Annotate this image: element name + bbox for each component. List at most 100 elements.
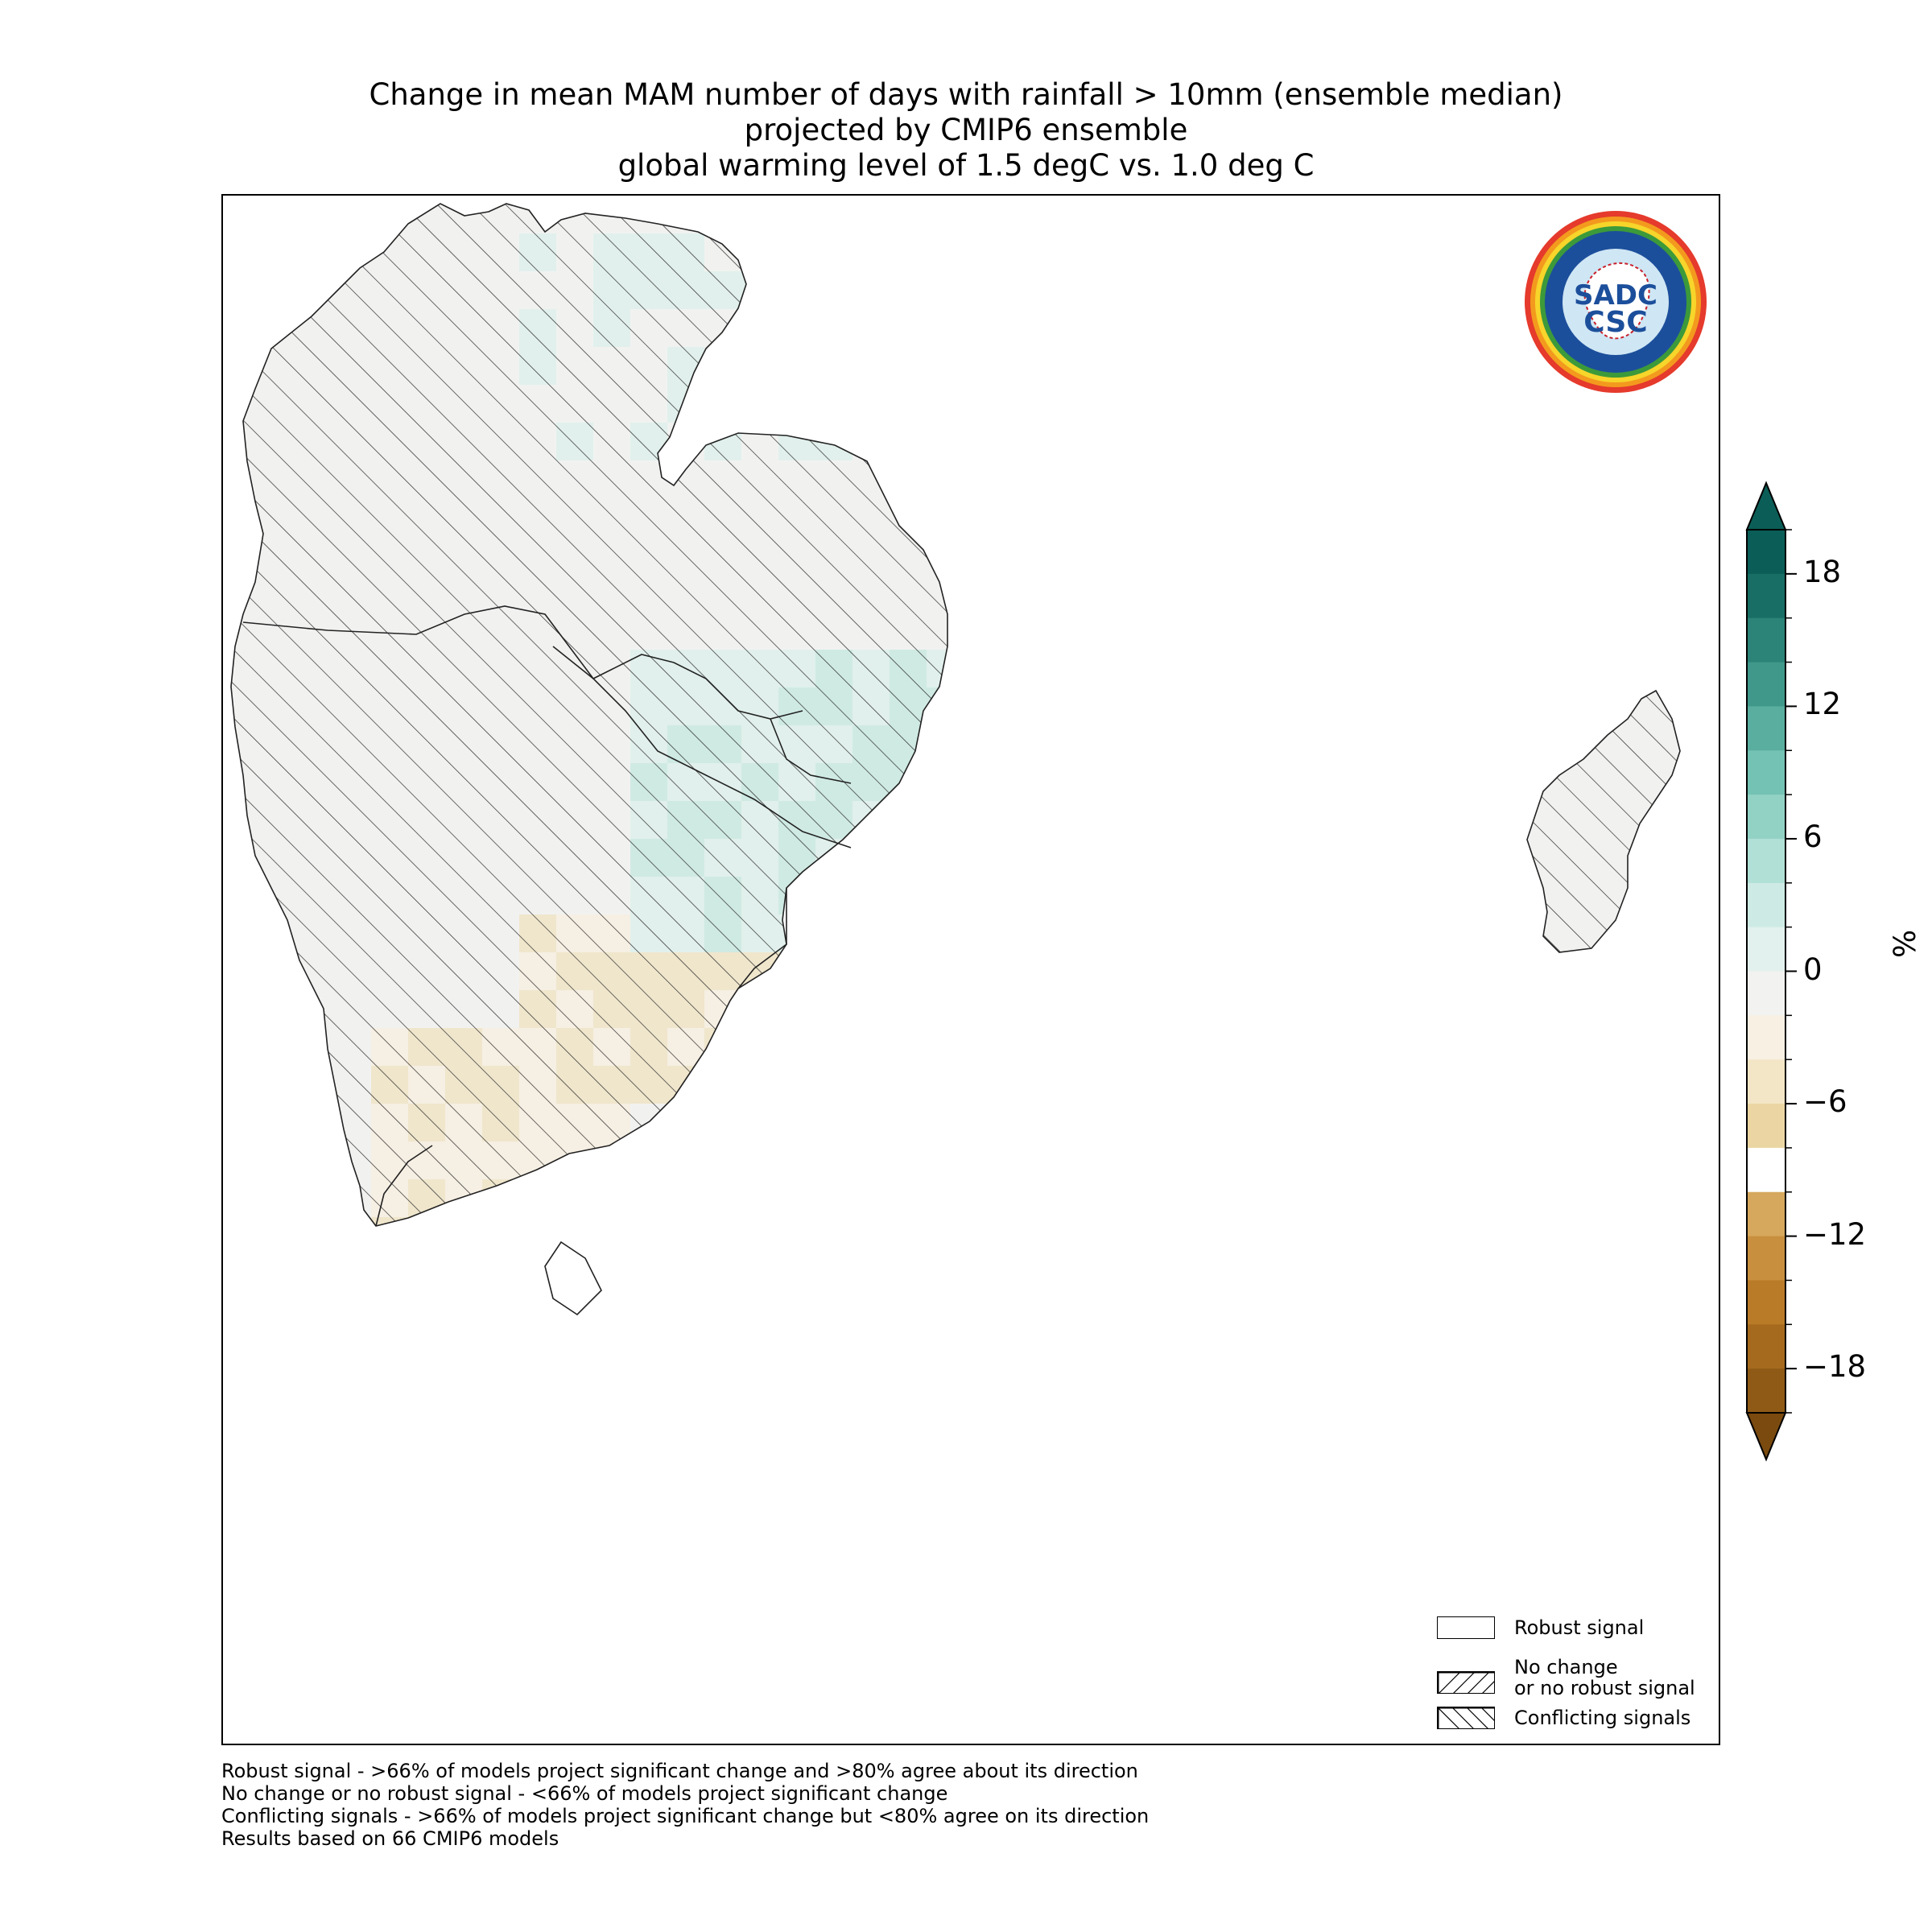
grid-cell	[1223, 1141, 1261, 1180]
grid-cell	[1630, 914, 1668, 953]
grid-cell	[334, 1633, 372, 1672]
grid-cell	[231, 1179, 261, 1218]
grid-cell	[1445, 1255, 1483, 1294]
grid-cell	[1482, 309, 1520, 348]
grid-cell	[630, 1217, 668, 1226]
grid-cell	[1297, 612, 1335, 650]
grid-cell	[1482, 1520, 1520, 1558]
grid-cell	[1519, 1558, 1557, 1596]
grid-cell	[1408, 1633, 1446, 1672]
grid-cell	[1223, 990, 1261, 1029]
grid-cell	[408, 1671, 446, 1710]
grid-cell	[667, 1444, 705, 1483]
grid-cell	[1260, 1482, 1298, 1521]
grid-cell	[445, 1633, 483, 1672]
grid-cell	[1149, 536, 1187, 575]
grid-cell	[852, 271, 890, 310]
grid-cell	[815, 271, 853, 310]
grid-cell	[1445, 574, 1483, 613]
grid-cell	[1334, 1293, 1372, 1331]
grid-cell	[334, 1596, 372, 1634]
grid-cell	[408, 1482, 446, 1521]
grid-cell	[1445, 877, 1483, 915]
grid-cell	[1149, 1406, 1187, 1445]
grid-cell	[1186, 536, 1224, 575]
grid-cell	[815, 1255, 853, 1294]
grid-cell	[1075, 687, 1113, 726]
grid-cell	[1075, 952, 1113, 991]
grid-cell	[815, 1104, 853, 1142]
grid-cell	[890, 1331, 927, 1369]
grid-cell	[1482, 763, 1520, 802]
grid-cell	[408, 1671, 446, 1710]
grid-cell	[852, 1217, 890, 1226]
grid-cell	[1371, 1217, 1409, 1256]
colorbar-step	[1747, 617, 1785, 663]
grid-cell	[741, 1104, 779, 1142]
grid-cell	[371, 1520, 409, 1558]
grid-cell	[1408, 1331, 1446, 1369]
colorbar-step	[1747, 750, 1785, 795]
grid-cell	[704, 1482, 742, 1521]
grid-cell	[519, 1558, 557, 1596]
grid-cell	[890, 1444, 927, 1483]
grid-cell	[667, 1217, 705, 1226]
grid-cell	[519, 1520, 557, 1558]
colorbar-tick-label: 6	[1803, 819, 1823, 854]
grid-cell	[1038, 460, 1075, 499]
grid-cell	[1297, 574, 1335, 613]
grid-cell	[667, 1104, 705, 1142]
grid-cell	[741, 1066, 779, 1104]
grid-cell	[1408, 990, 1446, 1029]
grid-cell	[593, 1558, 631, 1596]
grid-cell	[1482, 1255, 1520, 1294]
grid-cell	[1112, 914, 1150, 953]
hatch-mainland	[231, 204, 947, 1226]
grid-cell	[1038, 914, 1075, 953]
grid-cell	[371, 1709, 409, 1745]
grid-cell	[964, 801, 1001, 840]
grid-cell	[1186, 1709, 1224, 1745]
grid-cell	[223, 1293, 261, 1331]
grid-cell	[1371, 650, 1409, 688]
grid-cell	[1704, 1104, 1720, 1142]
grid-cell	[741, 1709, 779, 1745]
grid-cell	[1630, 1368, 1668, 1407]
grid-cell	[1223, 1255, 1261, 1294]
map-panel: SADC CSC	[221, 194, 1720, 1745]
grid-cell	[1297, 1709, 1335, 1745]
grid-cell	[1186, 763, 1224, 802]
grid-cell	[1445, 1141, 1483, 1180]
grid-cell	[741, 1066, 779, 1104]
grid-cell	[519, 1255, 557, 1294]
grid-cell	[1038, 423, 1075, 461]
grid-cell	[1371, 1671, 1409, 1710]
grid-cell	[1371, 498, 1409, 537]
grid-cell	[1482, 1406, 1520, 1445]
grid-cell	[593, 1331, 631, 1369]
grid-cell	[927, 1028, 947, 1067]
grid-cell	[1334, 1028, 1372, 1067]
grid-cell	[1223, 650, 1261, 688]
grid-cell	[815, 309, 853, 348]
grid-cell	[1371, 952, 1409, 991]
grid-cell	[778, 1520, 816, 1558]
grid-cell	[667, 1141, 705, 1180]
grid-cell	[445, 1671, 483, 1710]
grid-cell	[482, 1709, 520, 1745]
grid-cell	[260, 1104, 298, 1142]
grid-cell	[1112, 914, 1150, 953]
coastline	[230, 203, 948, 1227]
grid-cell	[260, 1671, 298, 1710]
grid-cell	[1038, 650, 1075, 688]
grid-cell	[1408, 1368, 1446, 1407]
grid-cell	[667, 1293, 705, 1331]
grid-cell	[964, 309, 1001, 348]
grid-cell	[371, 1633, 409, 1672]
grid-cell	[741, 1709, 779, 1745]
grid-cell	[1186, 612, 1224, 650]
grid-cell	[1408, 271, 1446, 310]
grid-cell	[1001, 1520, 1038, 1558]
grid-cell	[1593, 1028, 1631, 1067]
grid-cell	[741, 347, 779, 386]
